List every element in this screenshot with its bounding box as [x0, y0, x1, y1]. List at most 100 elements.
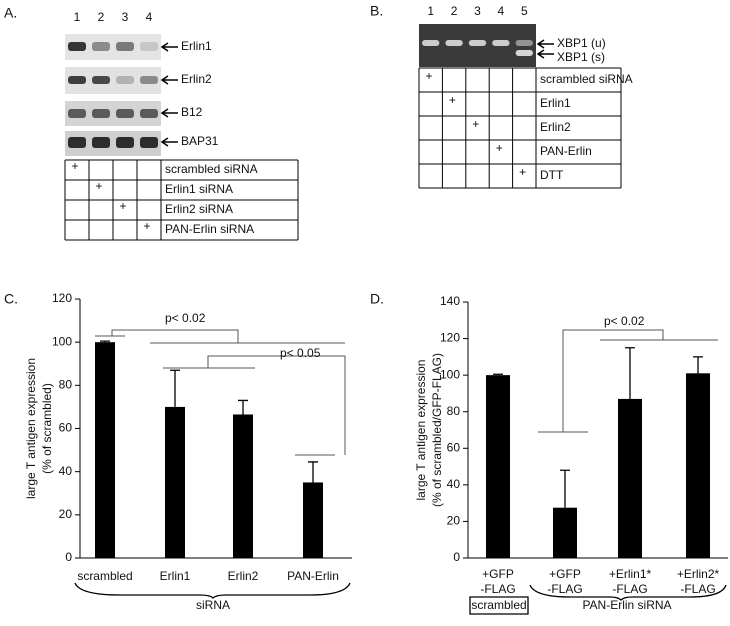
- band: [92, 137, 110, 148]
- x-tick-label: +Erlin2*: [677, 567, 720, 581]
- band: [92, 42, 110, 51]
- p-value: p< 0.05: [280, 346, 321, 360]
- error-bar: [308, 461, 318, 483]
- band: [116, 76, 134, 84]
- y-tick-label: 20: [447, 514, 461, 528]
- band: [515, 40, 533, 46]
- lane-number: 3: [474, 4, 481, 18]
- y-tick-label: 100: [440, 367, 460, 381]
- arrow: [160, 137, 178, 147]
- lane-number: 4: [498, 4, 505, 18]
- bar: [618, 398, 642, 558]
- band-label: BAP31: [181, 134, 219, 148]
- bar: [303, 482, 323, 558]
- error-bar: [560, 469, 570, 508]
- band: [422, 40, 440, 46]
- band: [492, 40, 510, 46]
- plus-mark: +: [496, 141, 503, 155]
- row-label: Erlin2: [540, 120, 571, 134]
- y-tick-label: 60: [447, 440, 461, 454]
- x-tick-label: Erlin1: [160, 569, 191, 583]
- row-label: scrambled siRNA: [540, 72, 633, 86]
- band: [116, 137, 134, 148]
- error-bar: [693, 356, 703, 374]
- band-label: Erlin2: [181, 72, 212, 86]
- y-tick-label: 60: [59, 421, 73, 435]
- p-value: p< 0.02: [604, 314, 645, 328]
- y-tick-label: 40: [447, 477, 461, 491]
- y-tick-label: 20: [59, 507, 73, 521]
- y-tick-label: 0: [65, 550, 72, 564]
- band: [140, 109, 158, 118]
- error-bar: [170, 369, 180, 407]
- arrow: [160, 108, 178, 118]
- row-label: Erlin1 siRNA: [165, 182, 233, 196]
- band-label: XBP1 (s): [557, 50, 605, 64]
- arrow: [160, 75, 178, 85]
- lane-number: 1: [74, 10, 81, 24]
- y-tick-label: 80: [447, 404, 461, 418]
- band: [140, 137, 158, 148]
- band: [468, 40, 487, 46]
- y-axis-label: (% of scrambled): [40, 383, 54, 474]
- plus-mark: +: [425, 69, 432, 83]
- band: [68, 76, 86, 84]
- band: [68, 109, 86, 118]
- error-bar: [238, 399, 248, 415]
- y-tick-label: 80: [59, 378, 73, 392]
- group-braces: [74, 582, 727, 615]
- band: [68, 42, 86, 51]
- bar: [553, 507, 577, 558]
- lane-number: 5: [521, 4, 528, 18]
- row-label: PAN-Erlin siRNA: [165, 222, 254, 236]
- x-tick-label: +Erlin1*: [609, 567, 652, 581]
- band: [116, 109, 134, 118]
- panel-label: C.: [4, 291, 18, 307]
- lane-number: 3: [122, 10, 129, 24]
- band-label: Erlin1: [181, 39, 212, 53]
- y-tick-label: 120: [440, 331, 460, 345]
- plus-mark: +: [95, 179, 102, 193]
- row-label: DTT: [540, 168, 564, 182]
- x-tick-label: -FLAG: [547, 582, 582, 596]
- x-tick-label: +GFP: [549, 567, 581, 581]
- error-bar: [625, 347, 635, 399]
- panel-label: D.: [370, 291, 384, 307]
- x-tick-label: PAN-Erlin: [287, 569, 339, 583]
- bar: [486, 375, 510, 558]
- panel-label: B.: [370, 3, 383, 19]
- group-label: scrambled: [471, 598, 526, 612]
- band: [140, 42, 158, 51]
- band-label: XBP1 (u): [557, 36, 606, 50]
- y-axis-label: large T antigen expression: [414, 360, 428, 501]
- band: [445, 40, 463, 46]
- p-value: p< 0.02: [165, 311, 206, 325]
- significance-brackets: [95, 329, 718, 456]
- x-tick-label: -FLAG: [612, 582, 647, 596]
- row-label: Erlin2 siRNA: [165, 202, 233, 216]
- x-tick-label: +GFP: [482, 567, 514, 581]
- bar: [95, 342, 115, 558]
- x-tick-label: -FLAG: [480, 582, 515, 596]
- row-label: scrambled siRNA: [165, 162, 258, 176]
- lane-number: 4: [146, 10, 153, 24]
- y-tick-label: 100: [52, 334, 72, 348]
- group-label: siRNA: [196, 598, 230, 612]
- panel-label: A.: [4, 5, 17, 21]
- y-tick-label: 0: [453, 550, 460, 564]
- bar: [686, 373, 710, 558]
- y-tick-label: 40: [59, 464, 73, 478]
- x-tick-label: -FLAG: [680, 582, 715, 596]
- y-axis-label: (% of scrambled/GFP-FLAG): [430, 353, 444, 507]
- plus-mark: +: [519, 165, 526, 179]
- plus-mark: +: [449, 93, 456, 107]
- plus-mark: +: [143, 219, 150, 233]
- error-bar: [493, 373, 503, 376]
- band: [68, 137, 86, 148]
- band-label: B12: [181, 105, 203, 119]
- bar: [233, 414, 253, 558]
- band: [92, 109, 110, 118]
- band: [140, 76, 158, 84]
- y-tick-label: 140: [440, 294, 460, 308]
